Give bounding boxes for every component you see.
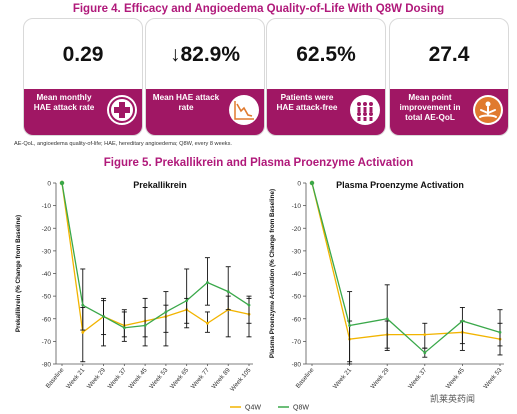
y-tick-label: -10 xyxy=(292,203,302,210)
data-point xyxy=(498,330,502,334)
stat-label: Patients were HAE attack-free xyxy=(276,93,338,112)
x-tick-label: Baseline xyxy=(295,366,316,389)
stat-band: Patients were HAE attack-free xyxy=(267,89,385,135)
y-tick-label: -20 xyxy=(292,226,302,233)
data-point xyxy=(226,290,230,293)
data-point xyxy=(206,281,209,284)
data-point xyxy=(59,180,65,186)
y-axis-label: Plasma Proenzyme Activation (% Change fr… xyxy=(269,189,276,358)
series-line-q8w xyxy=(311,182,501,354)
y-tick-label: -80 xyxy=(42,362,52,369)
stat-card: 0.29 Mean monthly HAE attack rate xyxy=(23,18,143,136)
stat-value: 0.29 xyxy=(62,43,104,66)
x-tick-label: Week 45 xyxy=(127,366,149,390)
legend: Q4W Q8W xyxy=(230,405,309,412)
y-tick-label: -40 xyxy=(292,271,302,278)
stat-band: Mean HAE attack rate xyxy=(146,89,264,135)
x-tick-label: Week 21 xyxy=(332,366,354,390)
data-point xyxy=(309,180,315,186)
y-tick-label: -20 xyxy=(42,226,52,233)
x-tick-label: Week 105 xyxy=(229,366,253,393)
data-point xyxy=(185,299,189,303)
stat-card: 62.5% Patients were HAE attack-free xyxy=(266,18,386,136)
stat-value: ↓82.9% xyxy=(169,43,241,66)
data-point xyxy=(143,324,147,327)
stat-label: Mean point improvement in total AE-QoL xyxy=(399,93,461,122)
chart-title: Prekallikrein xyxy=(133,180,187,190)
y-tick-label: -70 xyxy=(292,339,302,346)
y-tick-label: 0 xyxy=(297,181,301,188)
data-point xyxy=(461,319,464,323)
x-tick-label: Week 21 xyxy=(65,366,87,390)
data-point xyxy=(423,351,427,355)
stat-card: ↓82.9% Mean HAE attack rate xyxy=(145,18,265,136)
y-tick-label: -10 xyxy=(42,203,52,210)
data-point xyxy=(247,303,251,307)
legend-label-q8w: Q8W xyxy=(293,405,309,412)
data-point xyxy=(348,324,351,327)
stat-label: Mean HAE attack rate xyxy=(152,93,220,112)
data-point xyxy=(122,326,126,330)
x-tick-label: Week 29 xyxy=(86,366,108,390)
x-tick-label: Week 89 xyxy=(210,366,232,390)
y-tick-label: -70 xyxy=(42,339,52,346)
series-line-q4w xyxy=(311,182,501,340)
x-tick-label: Week 53 xyxy=(148,366,170,390)
series-line-q8w xyxy=(61,182,250,329)
data-point xyxy=(81,330,85,334)
x-tick-label: Week 53 xyxy=(482,366,504,390)
x-tick-label: Week 29 xyxy=(369,366,391,390)
stat-band: Mean point improvement in total AE-QoL xyxy=(390,89,508,135)
y-tick-label: -50 xyxy=(42,294,52,301)
data-point xyxy=(423,333,427,336)
data-point xyxy=(164,310,168,314)
y-axis-label: Prekallikrein (% Change from Baseline) xyxy=(15,215,22,332)
data-point xyxy=(385,317,389,321)
legend-label-q4w: Q4W xyxy=(245,405,261,412)
watermark-text: 凯莱英药闻 xyxy=(430,394,476,404)
x-tick-label: Week 37 xyxy=(107,366,129,390)
chart-title: Plasma Proenzyme Activation xyxy=(336,180,464,190)
decline-chart-icon xyxy=(229,95,259,125)
figure-4-title: Figure 4. Efficacy and Angioedema Qualit… xyxy=(72,3,445,15)
people-group-icon xyxy=(350,95,380,125)
stat-value: 62.5% xyxy=(296,43,356,66)
data-point xyxy=(81,303,85,307)
series-line-q4w xyxy=(61,182,250,334)
medical-cross-icon xyxy=(107,95,137,125)
data-point xyxy=(206,321,209,325)
y-tick-label: -40 xyxy=(42,271,52,278)
footnote: AE-QoL, angioedema quality-of-life; HAE,… xyxy=(14,141,232,147)
x-tick-label: Week 45 xyxy=(445,366,467,390)
y-tick-label: 0 xyxy=(47,181,51,188)
x-tick-label: Week 65 xyxy=(169,366,191,390)
y-tick-label: -30 xyxy=(42,248,52,255)
y-tick-label: -30 xyxy=(292,248,302,255)
x-tick-label: Week 37 xyxy=(407,366,429,390)
x-tick-label: Week 77 xyxy=(190,366,212,390)
y-tick-label: -60 xyxy=(42,316,52,323)
y-tick-label: -60 xyxy=(292,316,302,323)
y-tick-label: -80 xyxy=(292,362,302,369)
stat-label: Mean monthly HAE attack rate xyxy=(33,93,95,112)
y-tick-label: -50 xyxy=(292,294,302,301)
stat-band: Mean monthly HAE attack rate xyxy=(24,89,142,135)
figure-5-title: Figure 5. Prekallikrein and Plasma Proen… xyxy=(103,157,414,169)
x-tick-label: Baseline xyxy=(45,366,66,389)
stat-value: 27.4 xyxy=(428,43,470,66)
stat-card: 27.4 Mean point improvement in total AE-Q… xyxy=(389,18,509,136)
data-point xyxy=(102,315,105,318)
meditation-person-icon xyxy=(473,95,503,125)
